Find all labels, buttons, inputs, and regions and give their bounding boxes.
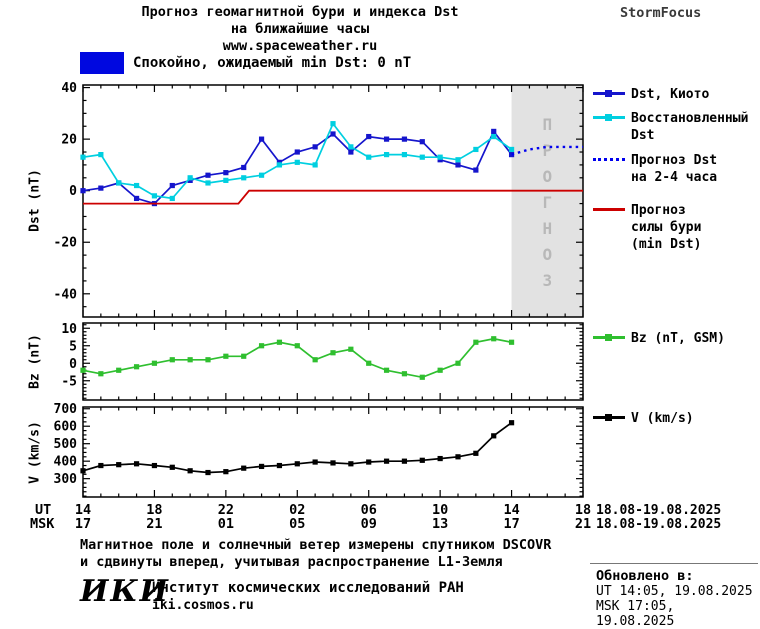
svg-text:О: О — [542, 245, 552, 264]
svg-text:02: 02 — [289, 502, 305, 518]
svg-text:21: 21 — [146, 516, 162, 532]
legend-dst-forecast-label: Прогноз Dst на 2-4 часа — [631, 153, 718, 185]
website-link: www.spaceweather.ru — [222, 38, 378, 54]
svg-text:0: 0 — [69, 184, 77, 199]
updated-ut: UT 14:05, 19.08.2025 — [596, 584, 753, 599]
ut-row-label: UT — [35, 502, 52, 518]
svg-text:Н: Н — [542, 219, 552, 238]
legend-storm-forecast-label: Прогноз силы бури (min Dst) — [631, 203, 702, 252]
status-banner: Спокойно, ожидаемый min Dst: 0 nT — [80, 52, 411, 74]
svg-text:Р: Р — [542, 141, 552, 160]
svg-text:О: О — [542, 167, 552, 186]
legend-bz: Bz (nT, GSM) — [593, 330, 725, 347]
dst-kyoto-marker-icon — [593, 86, 625, 100]
v-marker-icon — [593, 410, 625, 424]
svg-text:0: 0 — [69, 357, 77, 372]
svg-text:22: 22 — [218, 502, 234, 518]
svg-text:700: 700 — [54, 402, 78, 417]
svg-text:П: П — [542, 115, 552, 134]
svg-text:20: 20 — [61, 133, 77, 148]
msk-date-range: 18.08-19.08.2025 — [596, 517, 722, 532]
svg-text:17: 17 — [75, 516, 91, 532]
legend-v: V (km/s) — [593, 410, 694, 427]
legend-dst-kyoto-label: Dst, Киото — [631, 87, 710, 102]
svg-text:Г: Г — [542, 193, 552, 212]
svg-text:600: 600 — [54, 420, 78, 435]
institute-name: Институт космических исследований РАН — [152, 580, 464, 596]
svg-text:400: 400 — [54, 455, 78, 470]
svg-text:06: 06 — [361, 502, 377, 518]
svg-text:10: 10 — [432, 502, 448, 518]
legend-dst-kyoto: Dst, Киото — [593, 86, 709, 103]
svg-text:500: 500 — [54, 437, 78, 452]
title-block: Прогноз геомагнитной бури и индекса Dst … — [35, 4, 565, 55]
svg-text:14: 14 — [503, 502, 519, 518]
iki-logo: ИКИ — [80, 574, 170, 609]
svg-text:01: 01 — [218, 516, 234, 532]
page-subtitle: на ближайшие часы — [230, 21, 370, 37]
v-axis-label: V (km/s) — [27, 421, 43, 484]
svg-text:5: 5 — [69, 339, 77, 354]
svg-text:17: 17 — [503, 516, 519, 532]
svg-text:05: 05 — [289, 516, 305, 532]
svg-text:-20: -20 — [54, 236, 78, 251]
updated-msk: MSK 17:05, 19.08.2025 — [596, 599, 675, 629]
svg-text:18: 18 — [146, 502, 162, 518]
svg-text:-40: -40 — [54, 287, 78, 302]
updated-label: Обновлено в: — [596, 568, 694, 584]
page-title: Прогноз геомагнитной бури и индекса Dst — [141, 4, 459, 20]
dst-axis-label: Dst (nT) — [27, 169, 43, 232]
dst-restored-marker-icon — [593, 110, 625, 124]
svg-text:09: 09 — [361, 516, 377, 532]
footnote-line2: и сдвинуты вперед, учитывая распростране… — [80, 554, 503, 570]
brand-label: StormFocus — [620, 5, 702, 21]
storm-forecast-marker-icon — [593, 202, 625, 216]
svg-text:21: 21 — [575, 516, 591, 532]
legend-dst-restored: Восстановленный Dst — [593, 110, 748, 144]
svg-text:18: 18 — [575, 502, 591, 518]
status-text: Спокойно, ожидаемый min Dst: 0 nT — [133, 55, 412, 71]
footnote-line1: Магнитное поле и солнечный ветер измерен… — [80, 537, 552, 553]
msk-row-label: MSK — [30, 516, 55, 532]
updated-divider — [590, 563, 758, 564]
institute-site-link: iki.cosmos.ru — [152, 598, 254, 613]
svg-text:40: 40 — [61, 81, 77, 96]
status-color-swatch — [80, 52, 124, 74]
svg-text:З: З — [542, 271, 552, 290]
dst-forecast-marker-icon — [593, 152, 625, 166]
legend-storm-forecast: Прогноз силы бури (min Dst) — [593, 202, 701, 253]
svg-text:-5: -5 — [61, 374, 77, 389]
svg-text:10: 10 — [61, 322, 77, 337]
legend-bz-label: Bz (nT, GSM) — [631, 331, 725, 346]
svg-text:13: 13 — [432, 516, 448, 532]
svg-text:300: 300 — [54, 472, 78, 487]
svg-text:14: 14 — [75, 502, 91, 518]
ut-date-range: 18.08-19.08.2025 — [596, 503, 722, 518]
legend-dst-forecast: Прогноз Dst на 2-4 часа — [593, 152, 717, 186]
legend-v-label: V (km/s) — [631, 411, 694, 426]
bz-marker-icon — [593, 330, 625, 344]
legend-dst-restored-label: Восстановленный Dst — [631, 111, 749, 143]
